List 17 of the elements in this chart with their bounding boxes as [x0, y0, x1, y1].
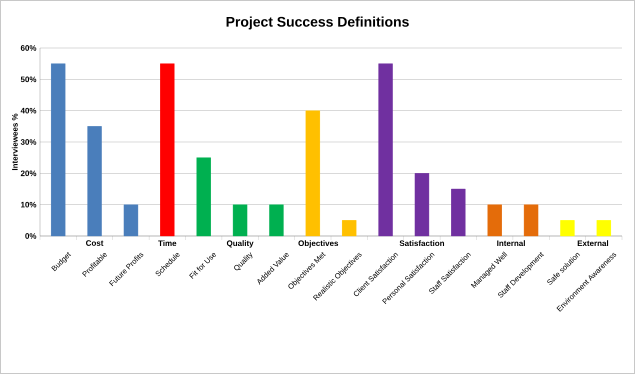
bar: [160, 63, 175, 236]
bar: [596, 220, 612, 236]
bar: [124, 204, 138, 236]
bar: [50, 63, 66, 236]
bar: [269, 204, 284, 236]
bar: [87, 126, 102, 236]
bar: [306, 110, 320, 236]
bar: [488, 204, 502, 236]
bar: [342, 220, 356, 236]
bar: [232, 204, 248, 236]
bar: [196, 157, 211, 236]
bar: [451, 188, 466, 236]
bar: [378, 63, 393, 236]
chart-title: Project Success Definitions: [226, 16, 409, 30]
bar: [414, 173, 430, 236]
bar: [524, 204, 538, 236]
bar: [560, 220, 575, 236]
